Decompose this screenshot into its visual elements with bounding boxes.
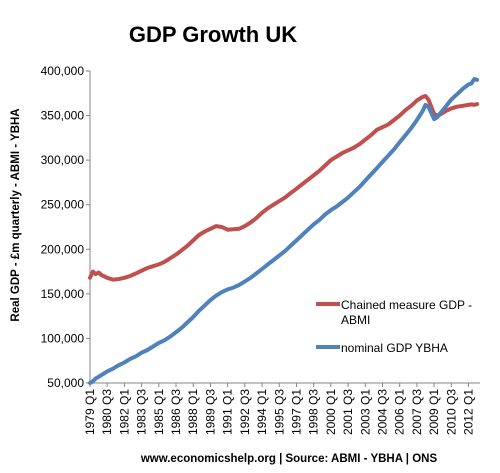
series-line — [88, 94, 480, 282]
x-tick-label: 1989 Q3 — [203, 389, 217, 435]
x-tick-label: 1997 Q1 — [289, 389, 303, 435]
x-tick-label: 2010 Q3 — [444, 389, 458, 435]
x-tick-label: 2001 Q3 — [341, 389, 355, 435]
x-tick-label: 1991 Q1 — [221, 389, 235, 435]
y-tick-label: 300,000 — [41, 153, 85, 167]
series-lines — [88, 77, 480, 385]
chart-title: GDP Growth UK — [129, 22, 297, 47]
legend-label: nominal GDP YBHA — [341, 341, 448, 355]
y-tick-label: 100,000 — [41, 331, 85, 345]
x-tick-label: 1980 Q3 — [100, 389, 114, 435]
y-tick-label: 150,000 — [41, 287, 85, 301]
x-tick-label: 1994 Q1 — [255, 389, 269, 435]
x-tick-label: 1998 Q3 — [307, 389, 321, 435]
x-tick-label: 2009 Q1 — [427, 389, 441, 435]
y-tick-label: 400,000 — [41, 64, 85, 78]
x-tick-label: 2004 Q3 — [376, 389, 390, 435]
legend-label: Chained measure GDP - — [341, 298, 472, 312]
source-note: www.economicshelp.org | Source: ABMI - Y… — [140, 453, 438, 465]
legend: Chained measure GDP -ABMI nominal GDP YBH… — [316, 298, 472, 355]
y-tick-label: 250,000 — [41, 198, 85, 212]
x-tick-label: 1982 Q1 — [117, 389, 131, 435]
legend-label: ABMI — [341, 313, 370, 327]
x-tick-label: 1986 Q3 — [169, 389, 183, 435]
x-tick-label: 2012 Q1 — [462, 389, 476, 435]
y-axis-ticks: 50,000 100,000 150,000 200,000 250,000 300,00… — [41, 64, 90, 390]
x-tick-label: 1979 Q1 — [83, 389, 97, 435]
x-tick-label: 1988 Q1 — [186, 389, 200, 435]
y-tick-label: 350,000 — [41, 109, 85, 123]
series-line — [88, 77, 480, 385]
x-axis-ticks: 1979 Q1 1980 Q3 1982 Q1 1983 Q3 1985 Q1 1986 … — [83, 383, 476, 435]
y-tick-label: 200,000 — [41, 242, 85, 256]
x-tick-label: 2006 Q1 — [393, 389, 407, 435]
y-axis-label: Real GDP - £m quarterly - ABMI - YBHA — [10, 108, 22, 321]
x-tick-label: 1992 Q3 — [238, 389, 252, 435]
x-tick-label: 1985 Q1 — [152, 389, 166, 435]
y-tick-label: 50,000 — [47, 376, 84, 390]
x-tick-label: 1983 Q3 — [135, 389, 149, 435]
x-tick-label: 2007 Q3 — [410, 389, 424, 435]
axes — [89, 71, 480, 384]
x-tick-label: 1995 Q3 — [272, 389, 286, 435]
x-tick-label: 2003 Q1 — [358, 389, 372, 435]
x-tick-label: 2000 Q1 — [324, 389, 338, 435]
